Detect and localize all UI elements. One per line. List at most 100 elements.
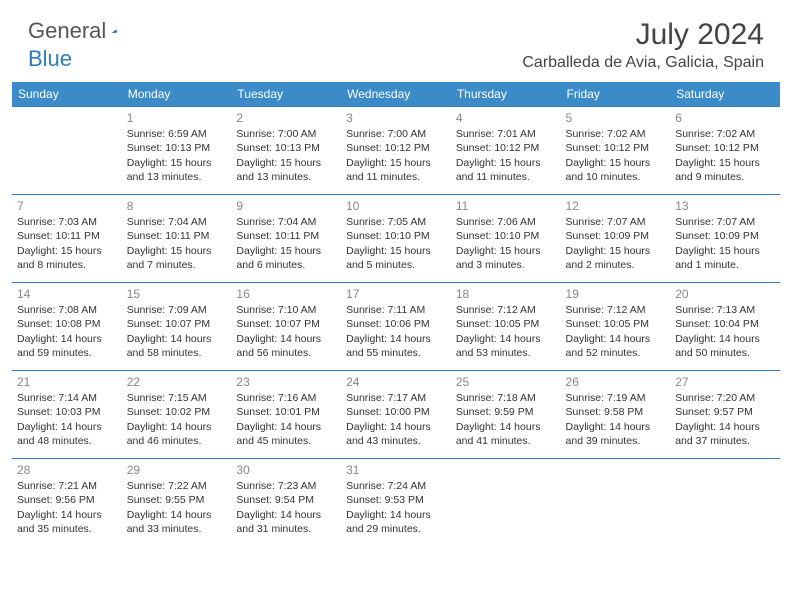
calendar-day-cell: 24Sunrise: 7:17 AMSunset: 10:00 PMDaylig… — [341, 371, 451, 459]
day-number: 21 — [17, 374, 117, 390]
calendar-day-cell: 6Sunrise: 7:02 AMSunset: 10:12 PMDayligh… — [670, 107, 780, 195]
day-number: 16 — [236, 286, 336, 302]
day-number: 8 — [127, 198, 227, 214]
sunrise-line: Sunrise: 7:17 AM — [346, 391, 446, 405]
calendar-day-cell: 18Sunrise: 7:12 AMSunset: 10:05 PMDaylig… — [451, 283, 561, 371]
calendar-day-cell: 15Sunrise: 7:09 AMSunset: 10:07 PMDaylig… — [122, 283, 232, 371]
day-number: 30 — [236, 462, 336, 478]
daylight-line: Daylight: 15 hours and 8 minutes. — [17, 244, 117, 272]
sunset-line: Sunset: 10:11 PM — [127, 229, 227, 243]
sunrise-line: Sunrise: 7:07 AM — [675, 215, 775, 229]
calendar-day-cell: 20Sunrise: 7:13 AMSunset: 10:04 PMDaylig… — [670, 283, 780, 371]
day-number: 4 — [456, 110, 556, 126]
sunset-line: Sunset: 9:59 PM — [456, 405, 556, 419]
daylight-line: Daylight: 15 hours and 9 minutes. — [675, 156, 775, 184]
weekday-header: Saturday — [670, 82, 780, 107]
calendar-day-cell: 7Sunrise: 7:03 AMSunset: 10:11 PMDayligh… — [12, 195, 122, 283]
sunrise-line: Sunrise: 7:02 AM — [566, 127, 666, 141]
daylight-line: Daylight: 15 hours and 6 minutes. — [236, 244, 336, 272]
daylight-line: Daylight: 15 hours and 5 minutes. — [346, 244, 446, 272]
sunrise-line: Sunrise: 7:04 AM — [127, 215, 227, 229]
sunset-line: Sunset: 10:10 PM — [346, 229, 446, 243]
logo-text-blue: Blue — [28, 46, 72, 71]
calendar-day-cell: 14Sunrise: 7:08 AMSunset: 10:08 PMDaylig… — [12, 283, 122, 371]
calendar-table: Sunday Monday Tuesday Wednesday Thursday… — [12, 82, 780, 547]
weekday-header-row: Sunday Monday Tuesday Wednesday Thursday… — [12, 82, 780, 107]
day-number: 13 — [675, 198, 775, 214]
sunrise-line: Sunrise: 7:13 AM — [675, 303, 775, 317]
sunset-line: Sunset: 10:06 PM — [346, 317, 446, 331]
day-number: 9 — [236, 198, 336, 214]
daylight-line: Daylight: 14 hours and 45 minutes. — [236, 420, 336, 448]
weekday-header: Wednesday — [341, 82, 451, 107]
calendar-day-cell — [12, 107, 122, 195]
sunset-line: Sunset: 10:13 PM — [127, 141, 227, 155]
calendar-day-cell: 30Sunrise: 7:23 AMSunset: 9:54 PMDayligh… — [231, 459, 341, 547]
daylight-line: Daylight: 15 hours and 11 minutes. — [456, 156, 556, 184]
sunset-line: Sunset: 9:54 PM — [236, 493, 336, 507]
calendar-day-cell: 26Sunrise: 7:19 AMSunset: 9:58 PMDayligh… — [561, 371, 671, 459]
day-number: 1 — [127, 110, 227, 126]
logo: General — [28, 18, 140, 44]
calendar-day-cell: 27Sunrise: 7:20 AMSunset: 9:57 PMDayligh… — [670, 371, 780, 459]
daylight-line: Daylight: 14 hours and 52 minutes. — [566, 332, 666, 360]
sunset-line: Sunset: 9:58 PM — [566, 405, 666, 419]
day-number: 20 — [675, 286, 775, 302]
daylight-line: Daylight: 14 hours and 46 minutes. — [127, 420, 227, 448]
day-number: 24 — [346, 374, 446, 390]
sunrise-line: Sunrise: 7:16 AM — [236, 391, 336, 405]
calendar-day-cell: 22Sunrise: 7:15 AMSunset: 10:02 PMDaylig… — [122, 371, 232, 459]
calendar-day-cell: 1Sunrise: 6:59 AMSunset: 10:13 PMDayligh… — [122, 107, 232, 195]
sunrise-line: Sunrise: 7:10 AM — [236, 303, 336, 317]
calendar-day-cell: 4Sunrise: 7:01 AMSunset: 10:12 PMDayligh… — [451, 107, 561, 195]
calendar-day-cell: 10Sunrise: 7:05 AMSunset: 10:10 PMDaylig… — [341, 195, 451, 283]
calendar-week-row: 14Sunrise: 7:08 AMSunset: 10:08 PMDaylig… — [12, 283, 780, 371]
sunrise-line: Sunrise: 7:06 AM — [456, 215, 556, 229]
sunrise-line: Sunrise: 7:21 AM — [17, 479, 117, 493]
daylight-line: Daylight: 15 hours and 3 minutes. — [456, 244, 556, 272]
calendar-day-cell: 13Sunrise: 7:07 AMSunset: 10:09 PMDaylig… — [670, 195, 780, 283]
sunset-line: Sunset: 10:07 PM — [127, 317, 227, 331]
weekday-header: Friday — [561, 82, 671, 107]
logo-triangle-icon — [112, 22, 117, 40]
sunrise-line: Sunrise: 7:05 AM — [346, 215, 446, 229]
sunset-line: Sunset: 10:11 PM — [236, 229, 336, 243]
day-number: 12 — [566, 198, 666, 214]
day-number: 25 — [456, 374, 556, 390]
sunset-line: Sunset: 10:10 PM — [456, 229, 556, 243]
daylight-line: Daylight: 14 hours and 33 minutes. — [127, 508, 227, 536]
calendar-week-row: 1Sunrise: 6:59 AMSunset: 10:13 PMDayligh… — [12, 107, 780, 195]
sunset-line: Sunset: 10:03 PM — [17, 405, 117, 419]
sunrise-line: Sunrise: 7:00 AM — [346, 127, 446, 141]
weekday-header: Monday — [122, 82, 232, 107]
sunset-line: Sunset: 10:07 PM — [236, 317, 336, 331]
sunset-line: Sunset: 10:13 PM — [236, 141, 336, 155]
day-number: 15 — [127, 286, 227, 302]
day-number: 11 — [456, 198, 556, 214]
sunrise-line: Sunrise: 7:01 AM — [456, 127, 556, 141]
daylight-line: Daylight: 15 hours and 13 minutes. — [236, 156, 336, 184]
sunset-line: Sunset: 10:08 PM — [17, 317, 117, 331]
calendar-day-cell: 23Sunrise: 7:16 AMSunset: 10:01 PMDaylig… — [231, 371, 341, 459]
daylight-line: Daylight: 14 hours and 50 minutes. — [675, 332, 775, 360]
sunset-line: Sunset: 9:56 PM — [17, 493, 117, 507]
weekday-header: Sunday — [12, 82, 122, 107]
calendar-day-cell: 21Sunrise: 7:14 AMSunset: 10:03 PMDaylig… — [12, 371, 122, 459]
daylight-line: Daylight: 15 hours and 7 minutes. — [127, 244, 227, 272]
sunrise-line: Sunrise: 7:22 AM — [127, 479, 227, 493]
day-number: 3 — [346, 110, 446, 126]
day-number: 22 — [127, 374, 227, 390]
sunset-line: Sunset: 9:55 PM — [127, 493, 227, 507]
daylight-line: Daylight: 15 hours and 11 minutes. — [346, 156, 446, 184]
calendar-week-row: 28Sunrise: 7:21 AMSunset: 9:56 PMDayligh… — [12, 459, 780, 547]
sunset-line: Sunset: 9:53 PM — [346, 493, 446, 507]
calendar-day-cell: 25Sunrise: 7:18 AMSunset: 9:59 PMDayligh… — [451, 371, 561, 459]
calendar-day-cell — [561, 459, 671, 547]
daylight-line: Daylight: 14 hours and 31 minutes. — [236, 508, 336, 536]
day-number: 31 — [346, 462, 446, 478]
sunset-line: Sunset: 10:09 PM — [675, 229, 775, 243]
sunrise-line: Sunrise: 7:11 AM — [346, 303, 446, 317]
calendar-day-cell: 17Sunrise: 7:11 AMSunset: 10:06 PMDaylig… — [341, 283, 451, 371]
sunset-line: Sunset: 10:04 PM — [675, 317, 775, 331]
daylight-line: Daylight: 14 hours and 39 minutes. — [566, 420, 666, 448]
